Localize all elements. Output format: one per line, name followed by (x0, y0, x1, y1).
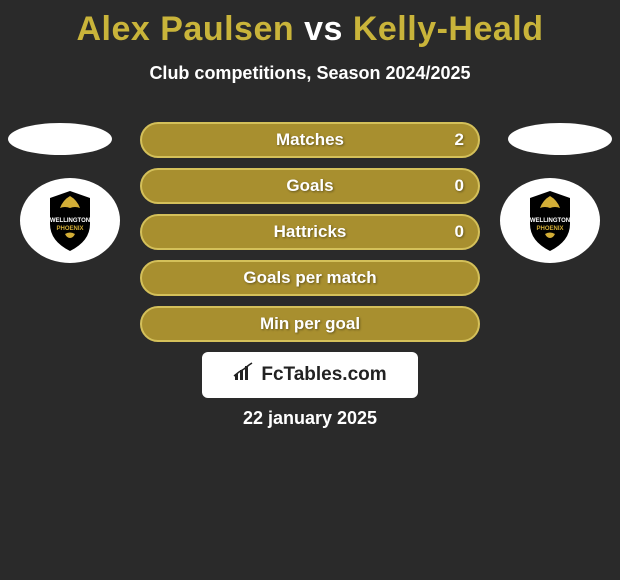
subtitle: Club competitions, Season 2024/2025 (0, 63, 620, 84)
player1-club-badge: WELLINGTON PHOENIX (20, 178, 120, 263)
date-label: 22 january 2025 (243, 408, 377, 429)
title-vs: vs (294, 10, 353, 48)
stat-row-matches: Matches 2 (140, 122, 480, 158)
stat-label: Goals per match (243, 268, 376, 288)
stat-label: Matches (276, 130, 344, 150)
stat-value: 2 (455, 130, 464, 150)
player2-marker (508, 123, 612, 155)
stat-label: Min per goal (260, 314, 360, 334)
title-player2: Kelly-Heald (353, 10, 544, 48)
player2-club-badge: WELLINGTON PHOENIX (500, 178, 600, 263)
stat-label: Goals (286, 176, 333, 196)
svg-text:WELLINGTON: WELLINGTON (50, 218, 90, 224)
stats-container: Matches 2 Goals 0 Hattricks 0 Goals per … (140, 122, 480, 352)
svg-text:PHOENIX: PHOENIX (536, 226, 563, 232)
stat-row-min-per-goal: Min per goal (140, 306, 480, 342)
wellington-phoenix-icon: WELLINGTON PHOENIX (500, 178, 600, 263)
svg-text:WELLINGTON: WELLINGTON (530, 218, 570, 224)
stat-value: 0 (455, 222, 464, 242)
svg-text:PHOENIX: PHOENIX (56, 226, 83, 232)
title-player1: Alex Paulsen (76, 10, 294, 48)
stat-row-hattricks: Hattricks 0 (140, 214, 480, 250)
source-logo: FcTables.com (202, 352, 418, 398)
page-title: Alex Paulsen vs Kelly-Heald (0, 0, 620, 49)
stat-label: Hattricks (274, 222, 347, 242)
stat-row-goals-per-match: Goals per match (140, 260, 480, 296)
stat-row-goals: Goals 0 (140, 168, 480, 204)
wellington-phoenix-icon: WELLINGTON PHOENIX (20, 178, 120, 263)
logo-text: FcTables.com (261, 364, 386, 386)
chart-icon (233, 362, 255, 388)
stat-value: 0 (455, 176, 464, 196)
player1-marker (8, 123, 112, 155)
